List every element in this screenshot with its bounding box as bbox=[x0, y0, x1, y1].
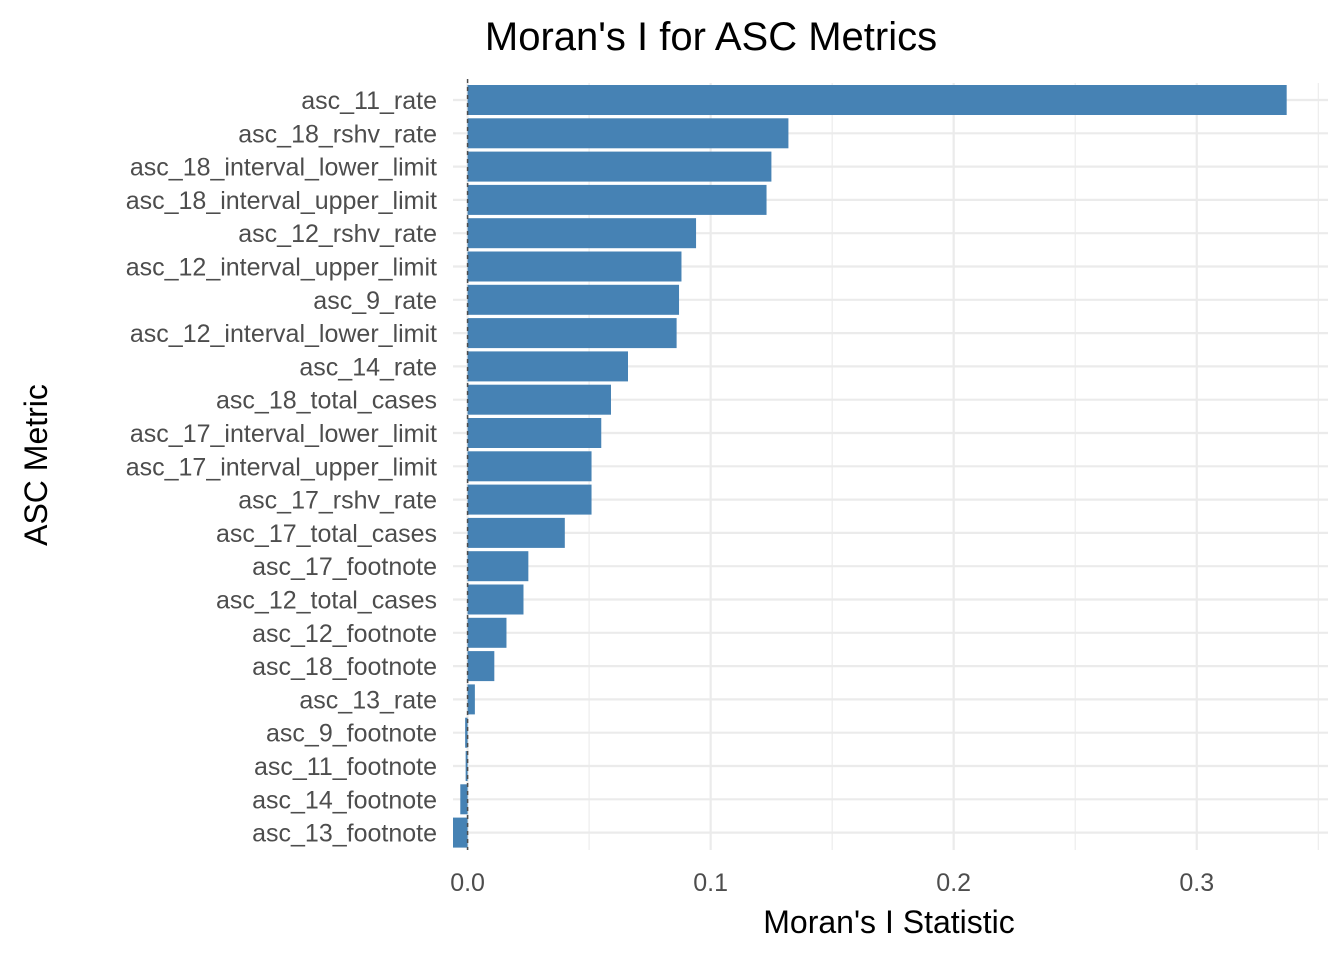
y-tick-label: asc_9_rate bbox=[313, 287, 437, 315]
bar-asc_12_rshv_rate bbox=[467, 218, 697, 249]
y-tick-label: asc_13_rate bbox=[299, 686, 437, 714]
bar-asc_9_footnote bbox=[465, 717, 468, 748]
y-tick-label: asc_12_footnote bbox=[252, 620, 437, 648]
y-tick-label: asc_17_interval_lower_limit bbox=[130, 420, 437, 448]
y-tick-label: asc_18_interval_lower_limit bbox=[130, 154, 437, 182]
bar-layer bbox=[453, 79, 1287, 850]
chart-title: Moran's I for ASC Metrics bbox=[485, 15, 937, 59]
y-tick-label: asc_17_footnote bbox=[252, 553, 437, 581]
y-tick-label: asc_18_footnote bbox=[252, 653, 437, 681]
bar-asc_17_rshv_rate bbox=[467, 484, 592, 515]
label-layer: asc_11_rate asc_18_rshv_rate asc_18_interv… bbox=[126, 87, 1214, 897]
bar-asc_14_rate bbox=[467, 351, 628, 382]
bar-asc_18_interval_lower_limit bbox=[467, 151, 772, 182]
x-tick-label: 0.2 bbox=[936, 869, 971, 897]
bar-asc_17_interval_lower_limit bbox=[467, 418, 602, 448]
y-tick-label: asc_17_interval_upper_limit bbox=[126, 453, 437, 481]
bar-asc_12_interval_lower_limit bbox=[467, 318, 677, 349]
x-tick-label: 0.1 bbox=[693, 869, 728, 897]
bar-asc_12_total_cases bbox=[467, 584, 524, 615]
y-tick-label: asc_12_interval_upper_limit bbox=[126, 254, 437, 282]
bar-asc_13_footnote bbox=[453, 817, 468, 848]
y-tick-label: asc_12_total_cases bbox=[216, 587, 437, 615]
y-tick-label: asc_9_footnote bbox=[266, 720, 437, 748]
bar-asc_13_rate bbox=[467, 684, 475, 715]
bar-asc_9_rate bbox=[467, 284, 680, 315]
bar-asc_17_total_cases bbox=[467, 517, 565, 548]
x-tick-label: 0.3 bbox=[1179, 869, 1214, 897]
y-tick-label: asc_17_rshv_rate bbox=[238, 487, 437, 515]
bar-asc_12_footnote bbox=[467, 617, 507, 648]
bar-asc_18_total_cases bbox=[467, 384, 611, 415]
y-tick-label: asc_14_footnote bbox=[252, 786, 437, 814]
bar-asc_12_interval_upper_limit bbox=[467, 251, 682, 282]
y-tick-label: asc_11_footnote bbox=[254, 753, 437, 781]
y-tick-label: asc_18_total_cases bbox=[216, 387, 437, 415]
x-axis-title: Moran's I Statistic bbox=[763, 904, 1015, 940]
bar-asc_11_rate bbox=[467, 85, 1287, 115]
y-tick-label: asc_18_interval_upper_limit bbox=[126, 187, 437, 215]
y-tick-label: asc_12_rshv_rate bbox=[238, 220, 437, 248]
bar-asc_11_footnote bbox=[465, 751, 468, 781]
y-tick-label: asc_18_rshv_rate bbox=[238, 120, 437, 148]
bar-asc_18_interval_upper_limit bbox=[467, 184, 767, 215]
y-axis-title: ASC Metric bbox=[18, 384, 54, 546]
bar-asc_17_footnote bbox=[467, 551, 529, 582]
bar-asc_17_interval_upper_limit bbox=[467, 451, 592, 482]
y-tick-label: asc_14_rate bbox=[299, 353, 437, 381]
y-tick-label: asc_12_interval_lower_limit bbox=[130, 320, 437, 348]
x-tick-label: 0.0 bbox=[450, 869, 485, 897]
y-tick-label: asc_11_rate bbox=[301, 87, 437, 115]
bar-asc_18_rshv_rate bbox=[467, 118, 789, 149]
bar-asc_14_footnote bbox=[460, 784, 468, 815]
bar-asc_18_footnote bbox=[467, 651, 495, 682]
y-tick-label: asc_17_total_cases bbox=[216, 520, 437, 548]
y-tick-label: asc_13_footnote bbox=[252, 820, 437, 848]
